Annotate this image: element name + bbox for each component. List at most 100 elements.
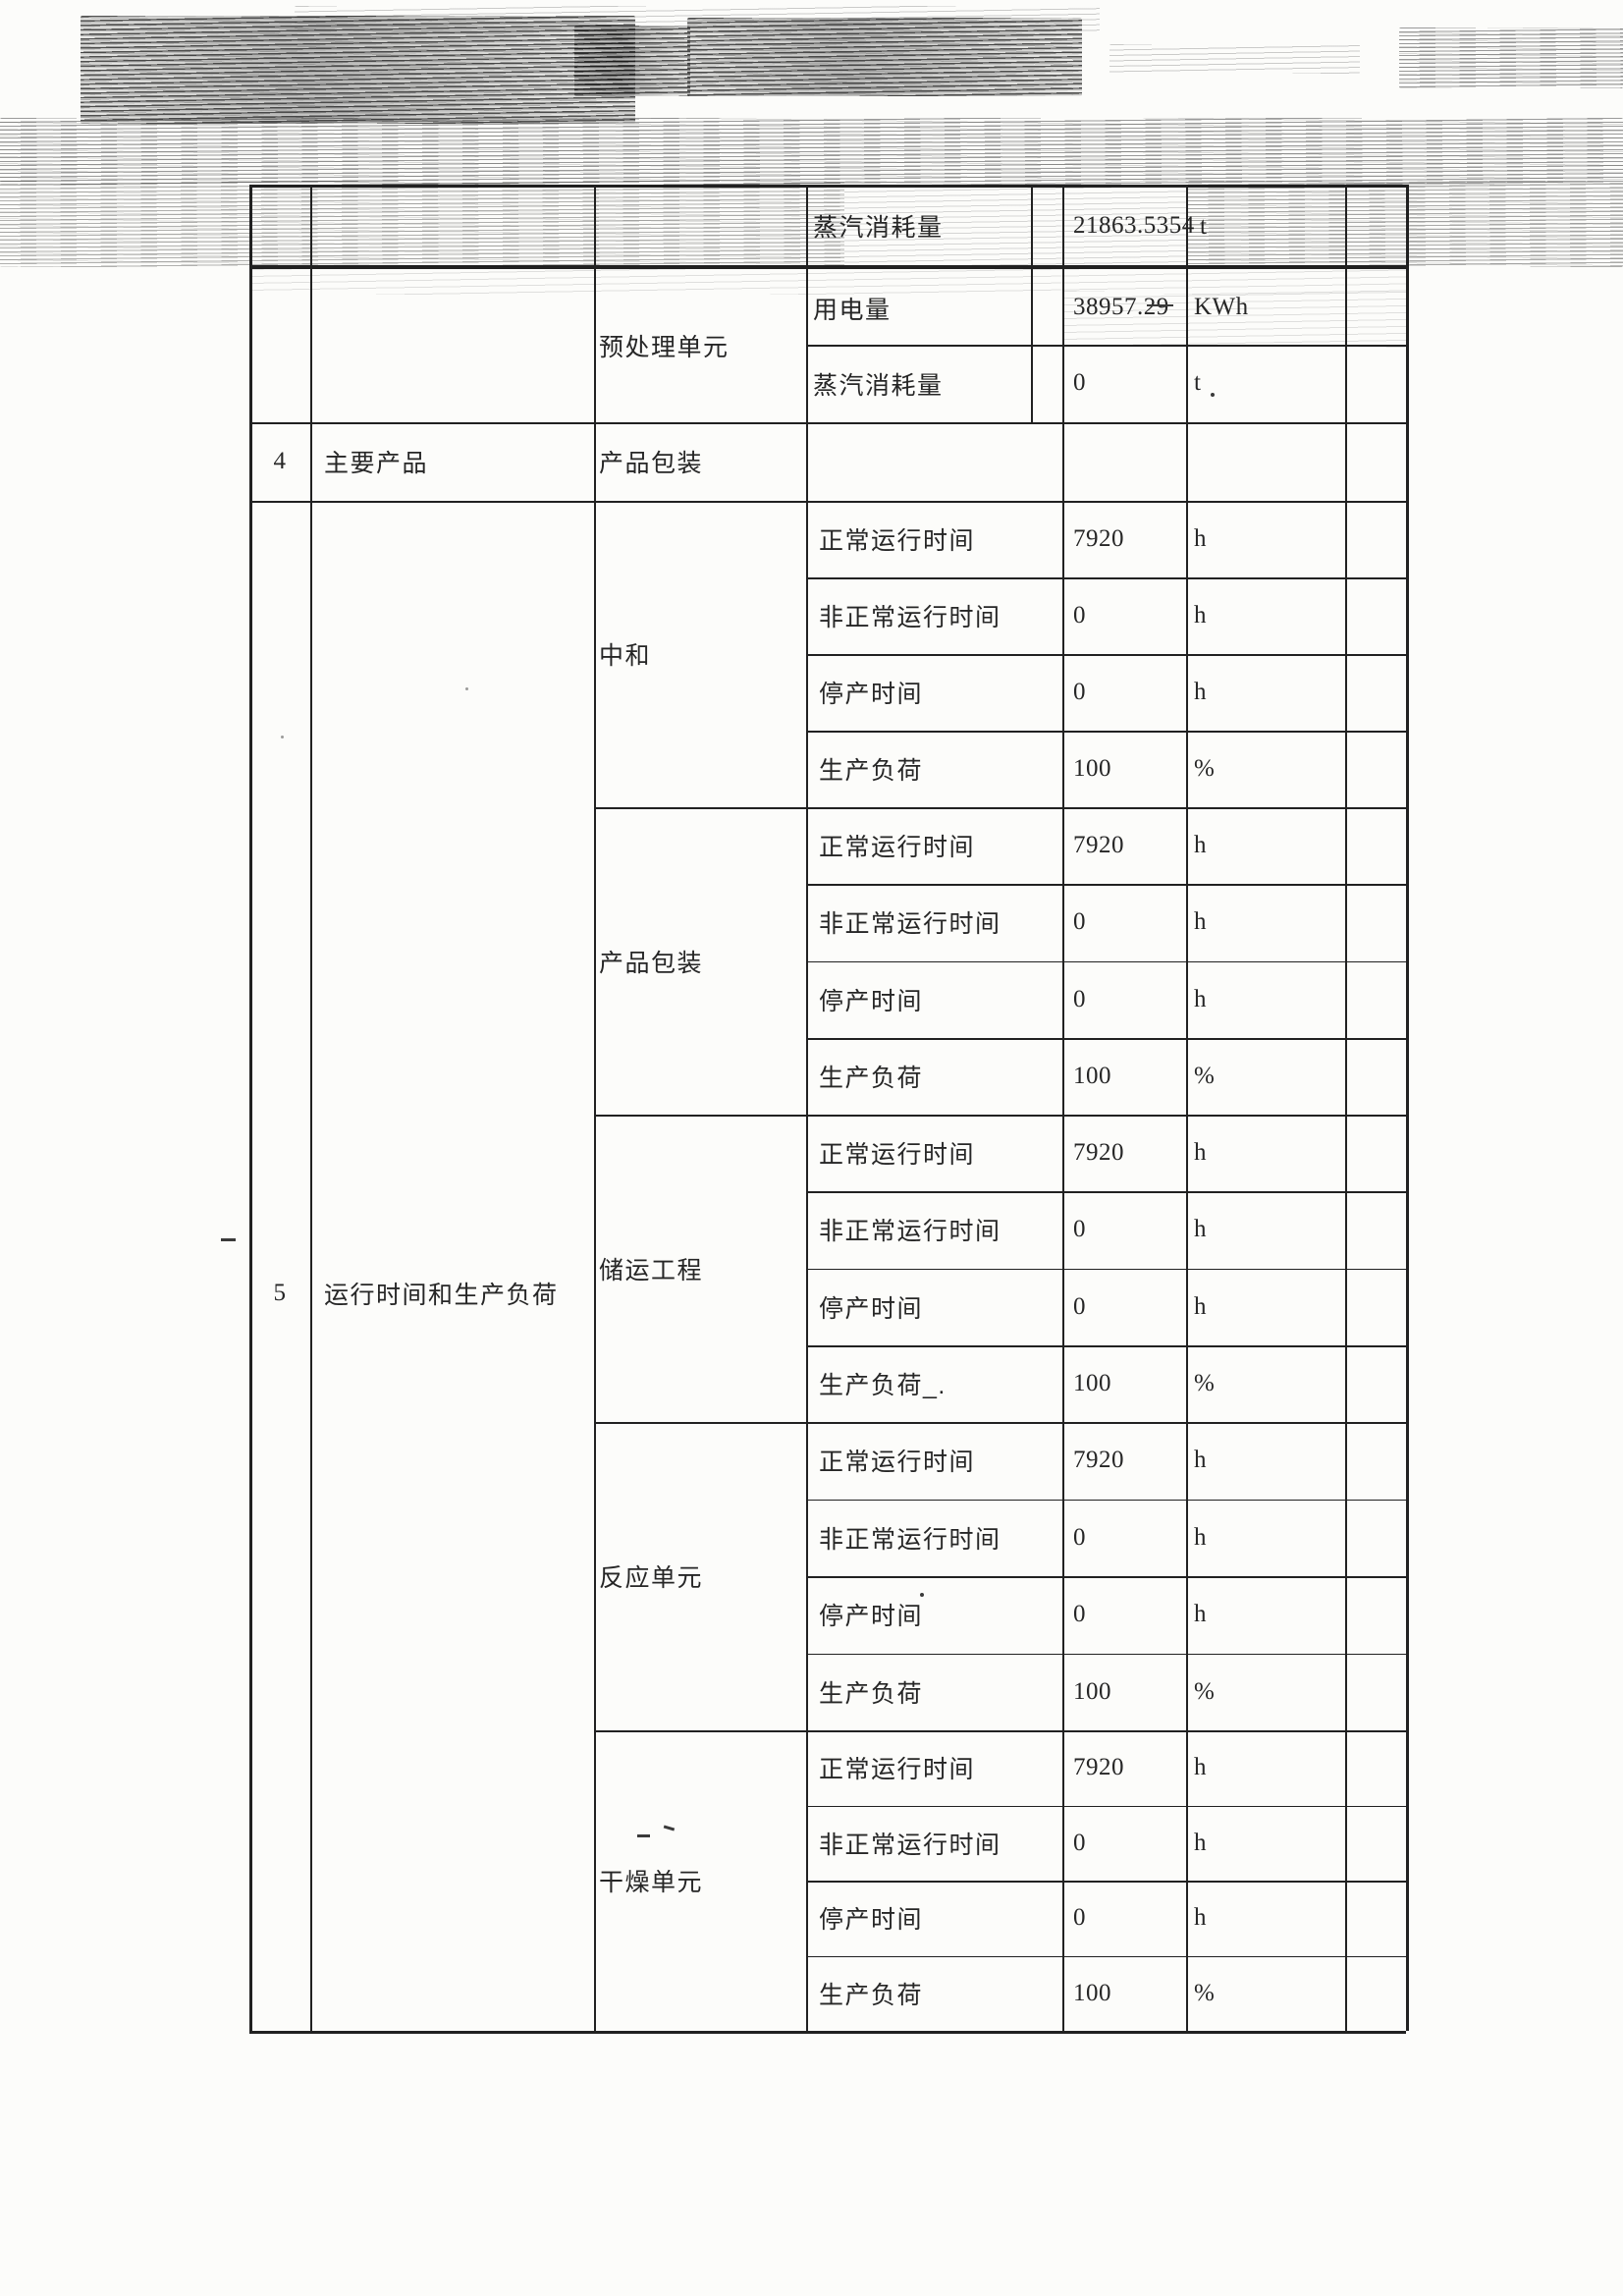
param-label: 用电量 — [813, 297, 892, 324]
scan-artifact-dot — [281, 736, 284, 738]
grid-line — [806, 1805, 1406, 1808]
scan-noise-block — [1109, 44, 1360, 74]
grid-line — [806, 731, 1406, 733]
param-unit: % — [1194, 1062, 1216, 1089]
grid-line — [249, 185, 252, 2031]
unit-name: 预处理单元 — [599, 334, 730, 361]
param-value: 7920 — [1073, 832, 1124, 859]
param-unit: KWh — [1194, 294, 1249, 320]
param-label: 正常运行时间 — [819, 834, 976, 862]
param-unit: % — [1194, 1979, 1216, 2006]
unit-name: 产品包装 — [599, 949, 704, 977]
param-label: 生产负荷 — [819, 1064, 924, 1092]
param-label: 正常运行时间 — [819, 1449, 976, 1477]
param-value: 100 — [1073, 1369, 1111, 1396]
param-unit: h — [1194, 832, 1207, 859]
param-value: 0 — [1073, 1601, 1086, 1628]
grid-line — [1031, 185, 1033, 422]
grid-line — [806, 654, 1406, 656]
param-value: 7920 — [1073, 1139, 1124, 1167]
param-unit: h — [1194, 1139, 1207, 1167]
param-value: 38957.29 — [1073, 294, 1169, 320]
grid-line — [806, 1037, 1406, 1040]
param-value: 21863.5354 — [1073, 212, 1195, 239]
param-label: 生产负荷 — [819, 757, 924, 785]
grid-line — [594, 185, 596, 2031]
item-number: 4 — [273, 448, 287, 474]
param-label: 正常运行时间 — [819, 1141, 976, 1170]
scan-artifact-dash — [221, 1238, 236, 1241]
param-label: 生产负荷_. — [819, 1371, 947, 1399]
param-label: 非正常运行时间 — [819, 1831, 1001, 1859]
scan-noise-block — [687, 18, 1082, 96]
param-value: 7920 — [1073, 525, 1124, 552]
param-label: 正常运行时间 — [819, 527, 976, 555]
grid-line — [806, 960, 1406, 963]
scan-artifact-dot — [1211, 393, 1215, 397]
param-unit: h — [1194, 908, 1207, 936]
param-value: 0 — [1073, 679, 1086, 705]
item-category: 运行时间和生产负荷 — [324, 1282, 559, 1309]
param-value: 7920 — [1073, 1754, 1124, 1781]
param-label: 停产时间 — [819, 681, 924, 708]
param-unit: h — [1194, 525, 1207, 552]
param-label: 停产时间 — [819, 1906, 924, 1935]
unit-name: 中和 — [599, 642, 652, 670]
param-label: 停产时间 — [819, 987, 924, 1015]
param-unit: h — [1194, 1216, 1207, 1243]
grid-line — [249, 2031, 1406, 2034]
grid-line — [806, 1268, 1406, 1271]
param-value: 0 — [1073, 1829, 1086, 1856]
param-label: 停产时间 — [819, 1603, 924, 1631]
grid-line — [1186, 185, 1188, 2031]
scan-noise-block — [81, 16, 635, 124]
param-value: 100 — [1073, 1677, 1111, 1705]
param-label: 生产负荷 — [819, 1981, 924, 2009]
param-label: 非正常运行时间 — [819, 604, 1001, 631]
scan-noise-band — [0, 118, 1623, 185]
grid-line — [249, 422, 1406, 424]
scan-artifact-dash — [1147, 304, 1173, 306]
param-unit: h — [1194, 1292, 1207, 1320]
grid-line — [249, 185, 1406, 188]
param-value: 0 — [1073, 985, 1086, 1012]
param-unit: h — [1194, 1904, 1207, 1932]
unit-name: 反应单元 — [599, 1564, 704, 1592]
grid-line — [806, 1499, 1406, 1502]
grid-line — [806, 577, 1406, 579]
param-value: 0 — [1073, 1523, 1086, 1551]
grid-line — [806, 1955, 1406, 1958]
scan-artifact-dash — [663, 1825, 676, 1831]
grid-line — [806, 185, 808, 2031]
scan-noise-block — [574, 26, 690, 96]
param-unit: h — [1194, 1447, 1207, 1474]
grid-line — [594, 1115, 1406, 1118]
grid-line — [806, 1191, 1406, 1194]
scan-artifact-dot — [465, 687, 468, 690]
grid-line — [310, 185, 312, 2031]
grid-line — [249, 501, 1406, 503]
param-label: 生产负荷 — [819, 1679, 924, 1708]
item-number: 5 — [273, 1280, 287, 1306]
param-unit: % — [1194, 1369, 1216, 1396]
grid-line — [806, 1653, 1406, 1656]
unit-name: 储运工程 — [599, 1256, 704, 1285]
grid-line — [594, 1422, 1406, 1425]
grid-line — [806, 1576, 1406, 1578]
item-category: 主要产品 — [324, 450, 429, 477]
param-value: 7920 — [1073, 1447, 1124, 1474]
param-label: 正常运行时间 — [819, 1756, 976, 1784]
param-unit: t — [1194, 369, 1202, 396]
scan-noise-row — [0, 181, 844, 267]
grid-line — [806, 884, 1406, 887]
param-unit: h — [1194, 1601, 1207, 1628]
param-unit: % — [1194, 755, 1216, 782]
param-unit: h — [1194, 679, 1207, 705]
param-value: 0 — [1073, 1904, 1086, 1932]
grid-line — [594, 1730, 1406, 1733]
param-unit: h — [1194, 985, 1207, 1012]
grid-line — [1345, 185, 1347, 2031]
grid-line — [806, 345, 1406, 347]
param-unit: h — [1194, 1829, 1207, 1856]
